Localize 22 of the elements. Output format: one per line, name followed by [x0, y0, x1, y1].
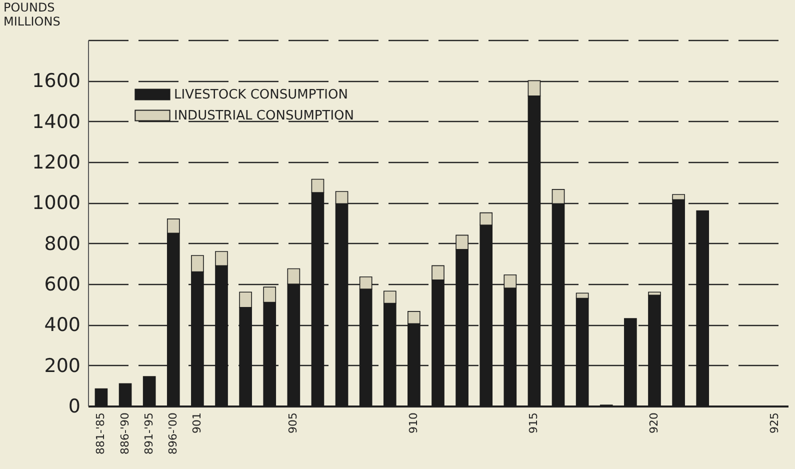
y-tick-label: 400 [44, 314, 80, 336]
x-tick-label: 891-'95 [142, 412, 156, 454]
x-tick-label: 915 [527, 412, 540, 434]
x-tick-label: 910 [406, 412, 420, 434]
legend-label: INDUSTRIAL CONSUMPTION [174, 108, 354, 124]
y-tick-label: 1200 [32, 152, 80, 174]
y-tick-label: 600 [44, 274, 80, 296]
x-tick-label: 886-'90 [118, 412, 132, 454]
x-tick-label: 905 [286, 412, 300, 434]
legend-label: LIVESTOCK CONSUMPTION [174, 88, 348, 102]
y-tick-label: 1400 [32, 110, 80, 133]
x-tick-label: 881-'85 [94, 412, 108, 454]
x-tick-label: 901 [190, 412, 204, 434]
y-tick-label: 1600 [32, 70, 80, 92]
y-tick-label: 200 [44, 354, 80, 377]
x-tick-label: 925 [768, 412, 781, 434]
y-tick-label: 0 [68, 396, 80, 418]
x-tick-label: 896-'00 [166, 412, 180, 454]
x-tick-label: 920 [647, 412, 660, 434]
y-tick-label: 800 [44, 232, 80, 255]
y-axis-title: POUNDS MILLIONS [4, 0, 60, 28]
y-tick-label: 1000 [32, 192, 80, 214]
